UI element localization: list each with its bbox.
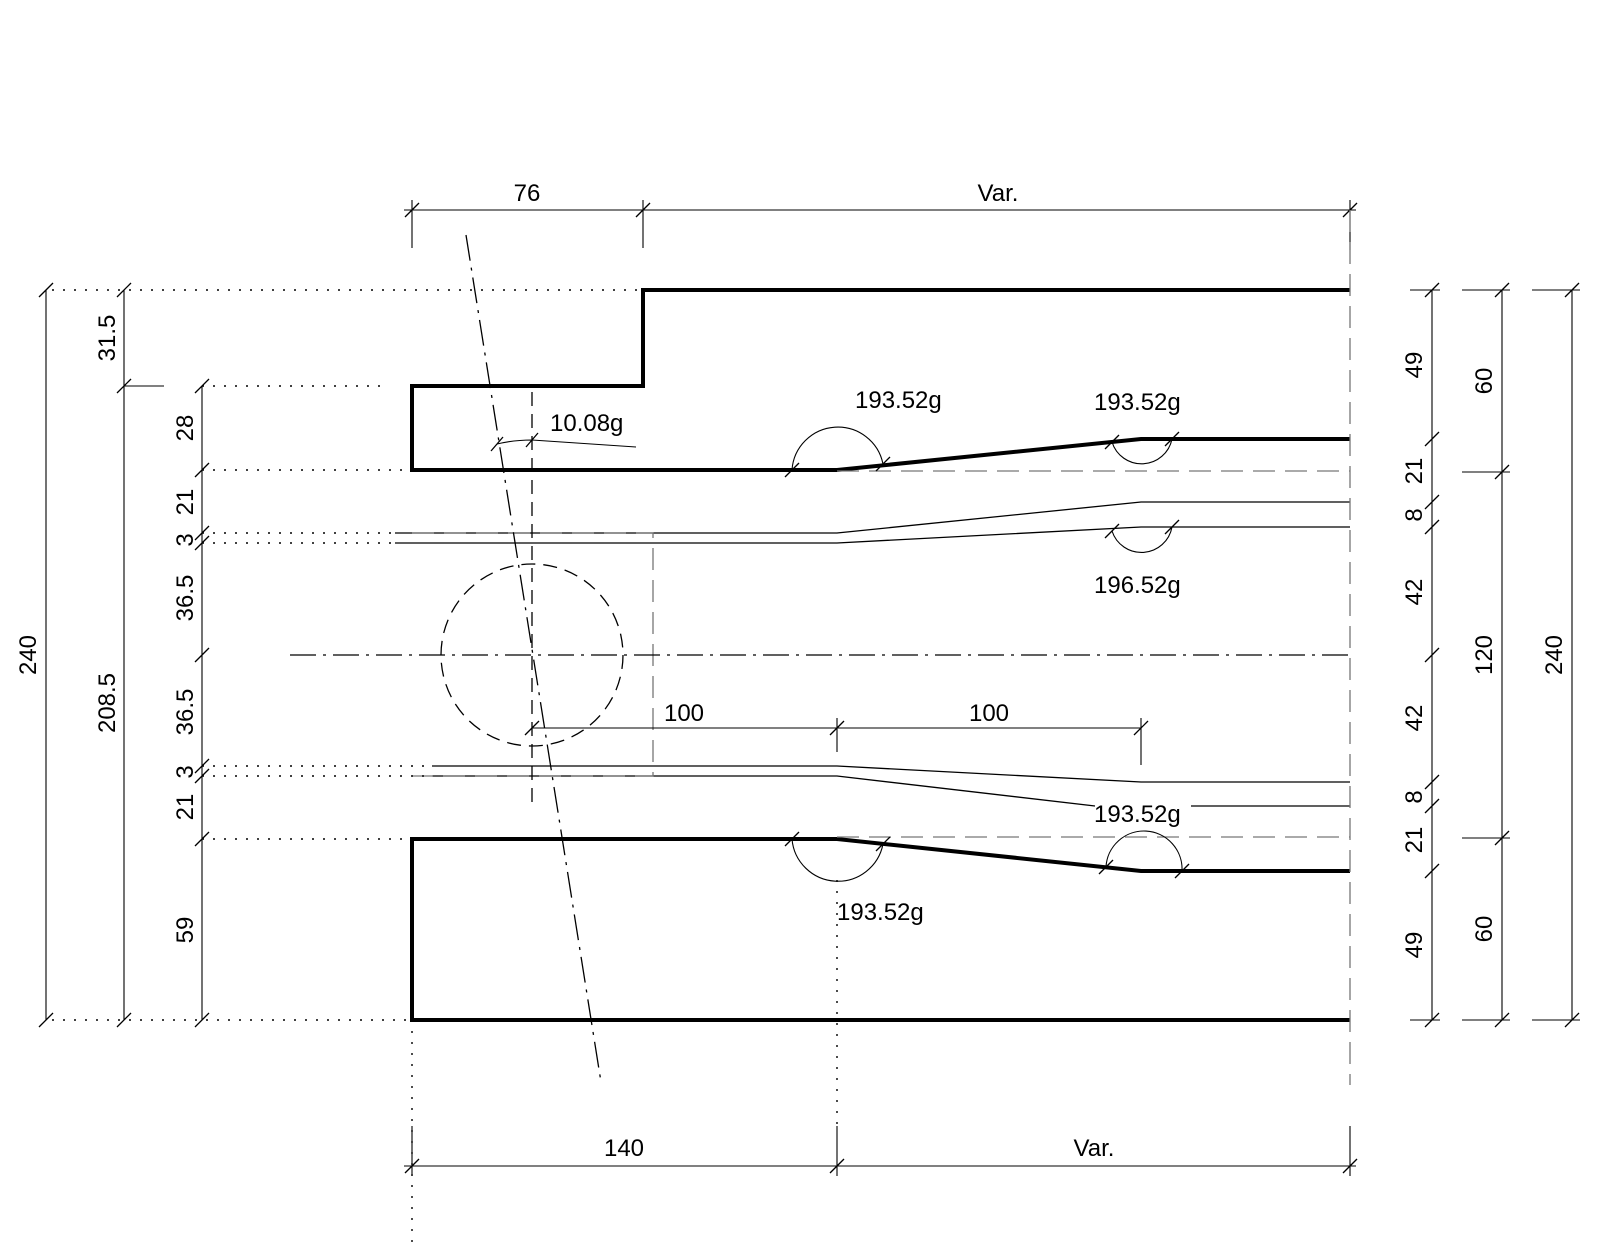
left-dimensions: 240 31.5 208.5 28 21 3 36.5 36.5 3 21 59 xyxy=(15,282,210,1028)
angle-bottom: 193.52g xyxy=(837,899,924,926)
dim-right-inner-5: 42 xyxy=(1401,705,1428,732)
dim-right-mid-2: 120 xyxy=(1471,635,1498,675)
dim-left-inner-1: 28 xyxy=(172,415,199,442)
dim-left-inner-7: 21 xyxy=(172,794,199,821)
dim-right-mid-3: 60 xyxy=(1471,916,1498,943)
dim-left-inner-4: 36.5 xyxy=(172,575,199,622)
dim-right-inner-6: 8 xyxy=(1401,790,1428,803)
dim-right-mid-1: 60 xyxy=(1471,368,1498,395)
extension-lines xyxy=(52,289,838,1250)
dim-top-left: 76 xyxy=(514,180,541,207)
dim-bottom-left: 140 xyxy=(604,1135,644,1162)
section-outline xyxy=(395,210,1351,1085)
inner-dimension: 100 100 xyxy=(524,700,1149,765)
dim-right-inner-3: 8 xyxy=(1401,508,1428,521)
angle-upper-inner: 196.52g xyxy=(1094,572,1181,599)
dim-left-inner-6: 3 xyxy=(172,765,199,778)
dim-left-inner-3: 3 xyxy=(172,533,199,546)
angle-top-right: 193.52g xyxy=(1094,389,1181,416)
dim-left-upper: 31.5 xyxy=(94,315,121,362)
right-dimensions: 49 21 8 42 42 8 21 49 60 120 60 240 xyxy=(1401,282,1580,1028)
dim-right-inner-1: 49 xyxy=(1401,352,1428,379)
dim-left-inner-8: 59 xyxy=(172,917,199,944)
dim-left-total: 240 xyxy=(15,635,42,675)
dim-right-inner-2: 21 xyxy=(1401,458,1428,485)
dim-inner-first: 100 xyxy=(664,700,704,727)
dim-inner-second: 100 xyxy=(969,700,1009,727)
bottom-dimension: 140 Var. xyxy=(404,1126,1358,1176)
centerlines xyxy=(290,234,1350,1083)
dim-top-right: Var. xyxy=(978,180,1019,207)
dim-right-inner-7: 21 xyxy=(1401,827,1428,854)
angle-top-left: 193.52g xyxy=(855,387,942,414)
angle-skew: 10.08g xyxy=(550,410,623,437)
top-dimension: 76 Var. xyxy=(404,180,1358,250)
dim-bottom-right: Var. xyxy=(1074,1135,1115,1162)
angle-lower-inner: 193.52g xyxy=(1094,801,1181,828)
dim-left-lower: 208.5 xyxy=(94,673,121,733)
dim-right-inner-8: 49 xyxy=(1401,932,1428,959)
dim-left-inner-5: 36.5 xyxy=(172,689,199,736)
dim-right-outer: 240 xyxy=(1541,635,1568,675)
dim-right-inner-4: 42 xyxy=(1401,579,1428,606)
angle-annotations: 10.08g 193.52g 193.52g 196.52g 193.52g 1… xyxy=(490,387,1190,926)
dim-left-inner-2: 21 xyxy=(172,489,199,516)
